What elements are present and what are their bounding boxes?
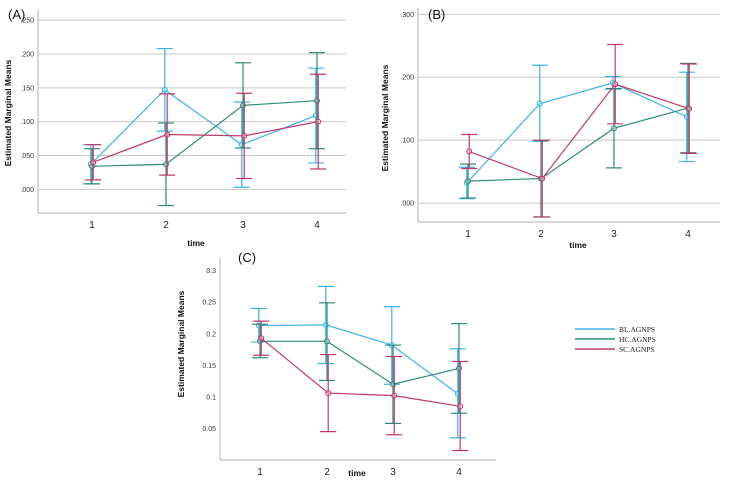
panel-a-x-tick-label: 2 [163,220,169,231]
panel-a: .000 .050 .100 .150 .200 .250 1 2 3 4 [20,10,346,231]
panel-c-point-sc [325,390,332,397]
panel-a-y-tick-label: .250 [20,18,34,25]
panel-b-point-hc [611,125,617,132]
panel-c-point-sc [391,392,398,399]
legend-label-sc: SC.AGNPS [619,345,655,354]
panel-b-y-axis-label: Estimated Marginal Means [380,64,390,171]
panel-c-x-tick-label: 3 [390,467,396,478]
panel-c-label: (C) [238,250,256,265]
panel-a-x-tick-label: 3 [240,220,246,231]
panel-b-label: (B) [428,7,445,22]
panel-a-point-sc [90,159,97,166]
panel-b: .000 .100 .200 .300 1 2 3 4 [400,8,720,240]
panel-a-y-axis-label: Estimated Marginal Means [3,59,13,166]
panel-a-y-tick-label: .050 [20,153,34,160]
panel-c-point-hc [324,338,330,345]
panel-b-point-sc [686,105,693,112]
panel-b-point-sc [539,175,546,182]
panel-b-point-bl [536,100,543,107]
panel-c-x-axis-label: time [348,468,366,478]
panel-c-point-sc [457,403,464,410]
panel-c-series-line-bl [258,324,459,395]
panel-c-y-axis-label: Estimated Marginal Means [176,290,186,397]
legend-label-bl: BL.AGNPS [619,325,655,334]
panel-b-point-sc [612,81,619,88]
panel-c-point-sc [258,335,265,342]
panel-b-point-sc [466,148,473,155]
panel-c-series-line-sc [260,337,461,407]
panel-c-y-tick-label: 0.15 [202,363,216,370]
panel-c-series-line-hc [260,340,460,385]
panel-c-y-tick-label: 0.2 [206,331,216,338]
panel-a-y-tick-label: .000 [20,187,34,194]
panel-b-series-line-sc [468,83,690,180]
panel-b-y-tick-label: .200 [400,75,414,82]
panel-a-y-tick-label: .100 [20,119,34,126]
panel-c-x-tick-label: 2 [324,467,330,478]
panel-a-x-tick-label: 4 [314,220,320,231]
panel-a-point-sc [315,118,322,125]
panel-c-y-tick-label: 0.1 [206,394,216,401]
panel-a-series-line-hc [91,100,318,167]
panel-a-y-tick-label: .150 [20,85,34,92]
panel-a-series-line-sc [92,121,319,163]
legend-label-hc: HC.AGNPS [619,335,656,344]
panel-a-series-line-bl [90,89,317,165]
panel-b-y-tick-label: .000 [400,201,414,208]
panel-b-x-tick-label: 3 [611,229,617,240]
panel-b-point-hc [465,178,471,185]
panel-a-x-axis-label: time [187,238,205,248]
panel-b-x-tick-label: 4 [685,229,691,240]
panel-a-point-sc [164,131,171,138]
panel-b-x-tick-label: 2 [538,229,544,240]
panel-a-point-sc [241,132,248,139]
panel-b-y-tick-label: .300 [400,12,414,19]
panel-b-series-line-hc [467,107,689,182]
panel-a-point-bl [161,86,168,93]
panel-c-y-tick-label: 0.25 [202,300,216,307]
panel-c: 0.05 0.1 0.15 0.2 0.25 0.3 1 2 3 4 [202,258,496,478]
panel-c-y-tick-label: 0.3 [206,268,216,275]
panel-c-x-tick-label: 4 [456,467,462,478]
panel-a-label: (A) [8,7,25,22]
legend: BL.AGNPS HC.AGNPS SC.AGNPS [575,325,656,354]
panel-a-x-tick-label: 1 [89,220,95,231]
panel-c-y-tick-label: 0.05 [202,426,216,433]
panel-a-y-tick-label: .200 [20,51,34,58]
panel-c-x-tick-label: 1 [257,467,263,478]
panel-b-series-line-bl [466,82,688,184]
panel-b-y-tick-label: .100 [400,138,414,145]
panel-b-x-tick-label: 1 [465,229,471,240]
panel-b-x-axis-label: time [569,240,587,250]
